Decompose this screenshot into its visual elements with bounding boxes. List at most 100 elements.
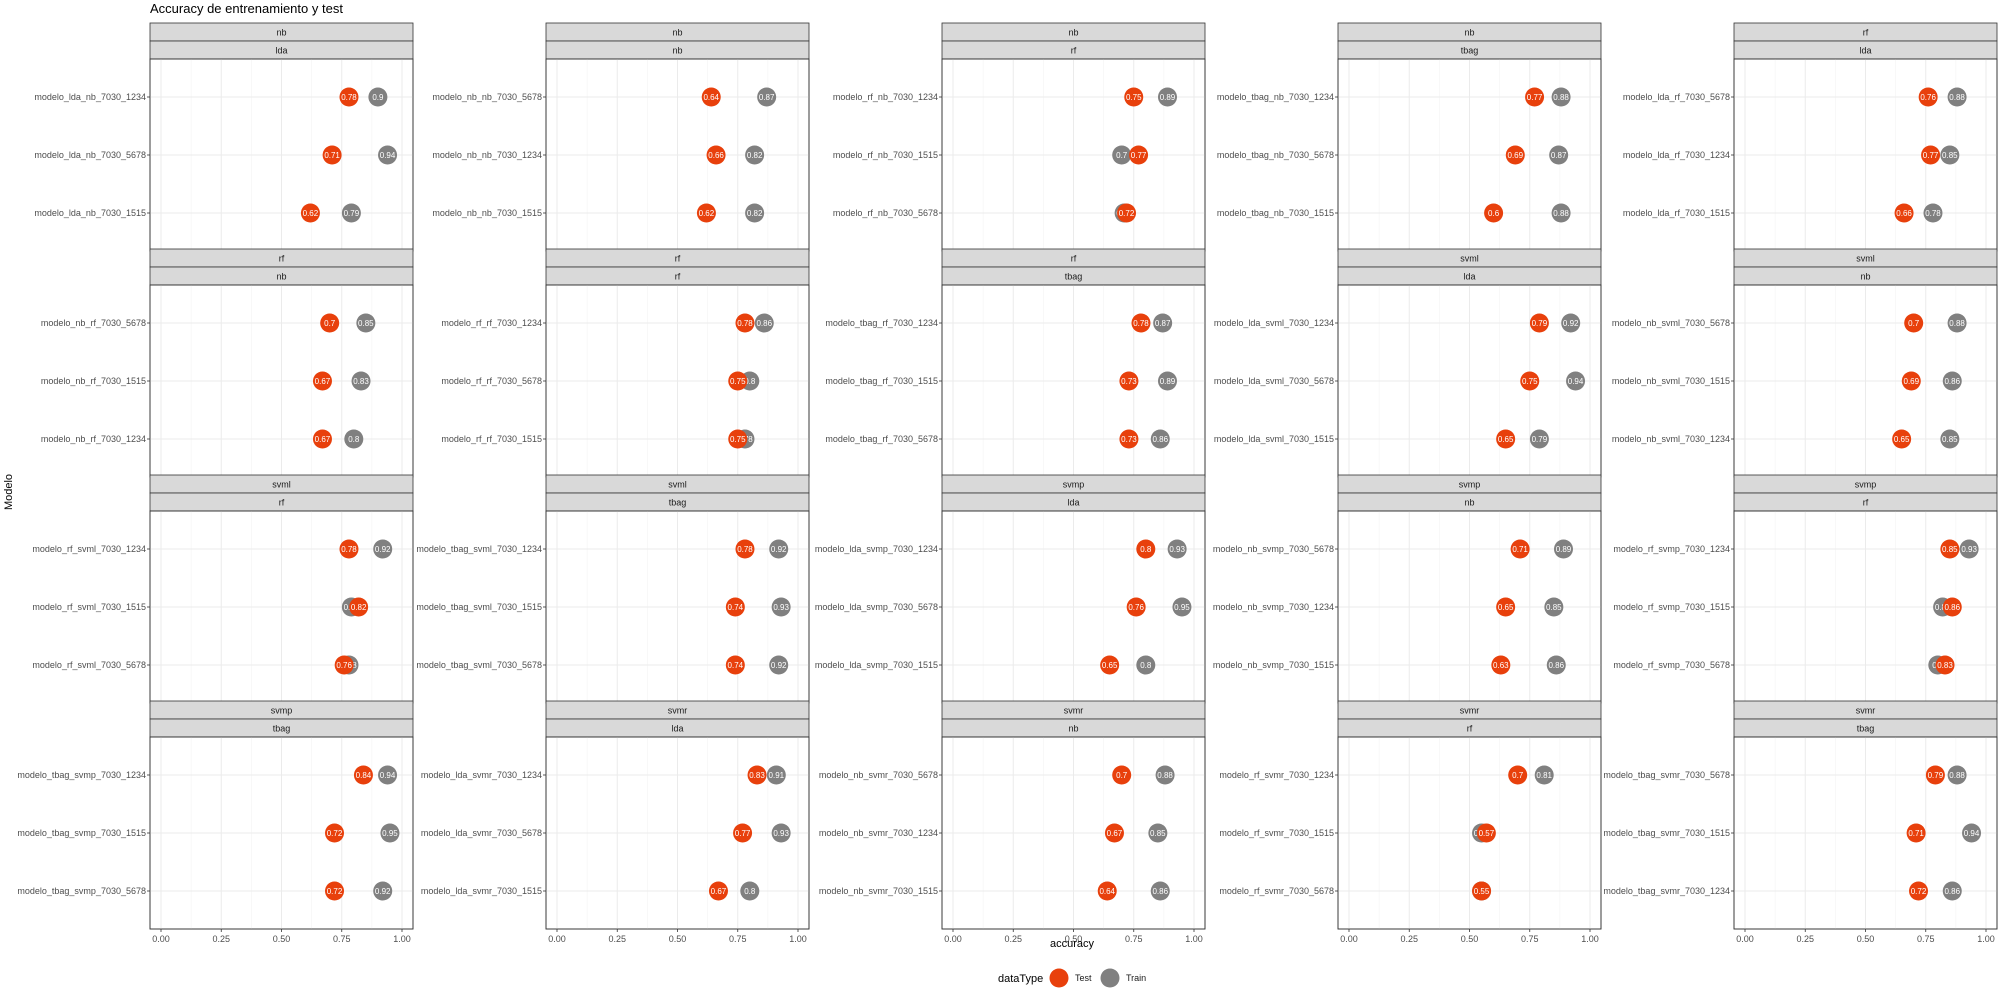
test-point bbox=[1472, 881, 1492, 901]
test-value-label: 0.69 bbox=[1904, 377, 1920, 386]
test-value-label: 0.76 bbox=[1128, 603, 1144, 612]
x-tick-label: 0.00 bbox=[152, 934, 170, 944]
facet-strip-top-label: svml bbox=[1460, 254, 1479, 264]
train-point bbox=[771, 823, 791, 843]
train-point bbox=[1157, 371, 1177, 391]
y-tick-label: modelo_nb_svml_7030_1515 bbox=[1612, 376, 1730, 386]
y-tick-label: modelo_lda_svml_7030_1515 bbox=[1214, 434, 1334, 444]
y-tick-label: modelo_nb_svml_7030_1234 bbox=[1612, 434, 1730, 444]
x-tick-label: 1.00 bbox=[789, 934, 807, 944]
train-value-label: 0.85 bbox=[1942, 435, 1958, 444]
y-tick-label: modelo_nb_svmr_7030_5678 bbox=[819, 770, 938, 780]
test-value-label: 0.7 bbox=[1908, 319, 1920, 328]
facet-panel: svmr lda modelo_lda_svmr_7030_1234 0.91 0.83… bbox=[421, 700, 810, 944]
y-tick-label: modelo_rf_rf_7030_1515 bbox=[441, 434, 542, 444]
test-value-label: 0.72 bbox=[327, 887, 343, 896]
x-tick-label: 0.50 bbox=[1461, 934, 1479, 944]
test-value-label: 0.84 bbox=[356, 771, 372, 780]
test-point bbox=[728, 371, 748, 391]
test-value-label: 0.74 bbox=[728, 603, 744, 612]
test-value-label: 0.66 bbox=[1896, 209, 1912, 218]
train-value-label: 0.92 bbox=[375, 545, 391, 554]
facet-strip-bottom-label: tbag bbox=[669, 498, 687, 508]
facet-strip-top-label: svmr bbox=[1856, 706, 1876, 716]
train-value-label: 0.94 bbox=[1568, 377, 1584, 386]
train-point bbox=[1549, 145, 1569, 165]
train-value-label: 0.86 bbox=[1944, 887, 1960, 896]
test-value-label: 0.75 bbox=[1126, 93, 1142, 102]
test-point bbox=[1942, 597, 1962, 617]
x-tick-label: 0.50 bbox=[273, 934, 291, 944]
test-value-label: 0.71 bbox=[1512, 545, 1528, 554]
y-tick-label: modelo_tbag_svmr_7030_1515 bbox=[1603, 828, 1730, 838]
y-tick-label: modelo_tbag_nb_7030_1234 bbox=[1217, 92, 1334, 102]
test-value-label: 0.82 bbox=[351, 603, 367, 612]
train-point bbox=[1566, 371, 1586, 391]
facet-strip-bottom-label: rf bbox=[279, 498, 285, 508]
train-point bbox=[1153, 313, 1173, 333]
train-value-label: 0.79 bbox=[1532, 435, 1548, 444]
y-tick-label: modelo_lda_svmp_7030_1515 bbox=[815, 660, 938, 670]
y-tick-label: modelo_tbag_rf_7030_1234 bbox=[825, 318, 938, 328]
test-point bbox=[1925, 765, 1945, 785]
train-value-label: 0.95 bbox=[1174, 603, 1190, 612]
train-point bbox=[356, 313, 376, 333]
facet-strip-top-label: svml bbox=[668, 480, 687, 490]
test-point bbox=[1906, 823, 1926, 843]
test-point bbox=[339, 539, 359, 559]
test-point bbox=[706, 145, 726, 165]
train-point bbox=[1157, 87, 1177, 107]
test-point bbox=[728, 429, 748, 449]
train-point bbox=[1112, 145, 1132, 165]
train-point bbox=[745, 203, 765, 223]
train-point bbox=[1923, 203, 1943, 223]
train-value-label: 0.8 bbox=[1140, 661, 1152, 670]
train-value-label: 0.85 bbox=[358, 319, 374, 328]
train-point bbox=[1529, 429, 1549, 449]
test-value-label: 0.77 bbox=[735, 829, 751, 838]
test-value-label: 0.55 bbox=[1474, 887, 1490, 896]
test-point bbox=[1508, 765, 1528, 785]
test-value-label: 0.75 bbox=[730, 377, 746, 386]
train-point bbox=[1940, 429, 1960, 449]
facet-panel: svmr tbag modelo_tbag_svmr_7030_5678 0.88 0.… bbox=[1603, 700, 1998, 944]
train-point bbox=[1551, 87, 1571, 107]
train-value-label: 0.79 bbox=[344, 209, 360, 218]
test-point bbox=[1904, 313, 1924, 333]
test-point bbox=[1892, 429, 1912, 449]
test-value-label: 0.65 bbox=[1894, 435, 1910, 444]
test-point bbox=[312, 429, 332, 449]
y-tick-label: modelo_nb_nb_7030_5678 bbox=[432, 92, 542, 102]
train-point bbox=[373, 881, 393, 901]
y-tick-label: modelo_tbag_svml_7030_1515 bbox=[416, 602, 542, 612]
facet-strip-top-label: nb bbox=[1464, 28, 1474, 38]
y-tick-label: modelo_rf_rf_7030_5678 bbox=[441, 376, 542, 386]
facet-strip-bottom-label: nb bbox=[672, 46, 682, 56]
y-tick-label: modelo_rf_svmp_7030_1234 bbox=[1613, 544, 1730, 554]
facet-strip-bottom-label: rf bbox=[1071, 46, 1077, 56]
test-value-label: 0.67 bbox=[711, 887, 727, 896]
facet-panel: svml lda modelo_lda_svml_7030_1234 0.92 0.79… bbox=[1214, 248, 1602, 478]
test-value-label: 0.77 bbox=[1131, 151, 1147, 160]
facet-strip-bottom-label: rf bbox=[1863, 498, 1869, 508]
facet-panel: svml nb modelo_nb_svml_7030_5678 0.88 0.7 mod… bbox=[1612, 248, 1998, 478]
x-axis-title: accuracy bbox=[1050, 938, 1095, 950]
facet-strip-top-label: nb bbox=[1068, 28, 1078, 38]
facet-panel: nb lda modelo_lda_nb_7030_1234 0.9 0.78 model… bbox=[34, 22, 414, 252]
y-tick-label: modelo_rf_nb_7030_1515 bbox=[833, 150, 938, 160]
train-value-label: 0.89 bbox=[1160, 93, 1176, 102]
y-tick-label: modelo_tbag_svmr_7030_1234 bbox=[1603, 886, 1730, 896]
y-tick-label: modelo_rf_svmr_7030_1234 bbox=[1219, 770, 1334, 780]
facet-strip-top-label: svmp bbox=[271, 706, 293, 716]
facet-strip-bottom-label: tbag bbox=[1461, 46, 1479, 56]
train-value-label: 0.92 bbox=[771, 661, 787, 670]
test-value-label: 0.76 bbox=[336, 661, 352, 670]
y-tick-label: modelo_lda_rf_7030_1515 bbox=[1623, 208, 1730, 218]
train-point bbox=[1150, 429, 1170, 449]
test-point bbox=[1119, 429, 1139, 449]
facet-strip-top-label: svmp bbox=[1855, 480, 1877, 490]
y-tick-label: modelo_nb_svmr_7030_1515 bbox=[819, 886, 938, 896]
y-tick-label: modelo_tbag_svml_7030_1234 bbox=[416, 544, 542, 554]
test-value-label: 0.65 bbox=[1498, 435, 1514, 444]
